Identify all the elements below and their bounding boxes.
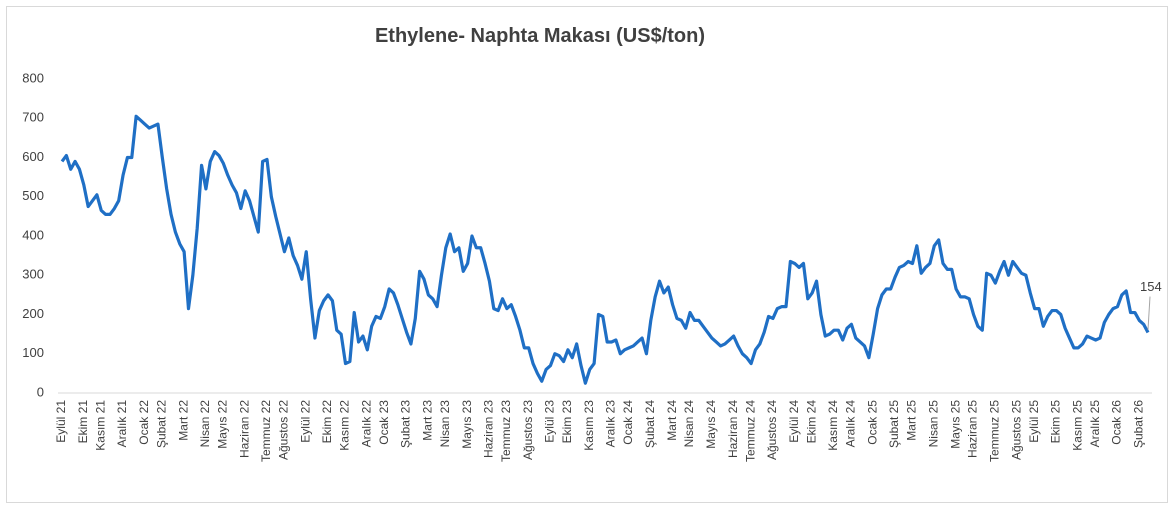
x-tick-label: Temmuz 22	[259, 400, 273, 462]
x-tick-label: Şubat 25	[887, 400, 901, 448]
x-tick-label: Kasım 21	[93, 400, 107, 451]
y-tick-label: 0	[37, 384, 44, 399]
x-tick-label: Şubat 23	[399, 400, 413, 448]
x-tick-label: Ekim 21	[76, 400, 90, 444]
x-tick-label: Ocak 23	[377, 400, 391, 445]
x-tick-label: Ekim 22	[320, 400, 334, 444]
y-tick-label: 300	[22, 267, 44, 282]
data-label: 154	[1140, 279, 1162, 294]
y-tick-label: 600	[22, 149, 44, 164]
x-tick-label: Aralık 23	[604, 400, 618, 448]
x-tick-label: Eylül 25	[1027, 400, 1041, 443]
x-tick-label: Kasım 24	[826, 400, 840, 451]
x-tick-label: Nisan 22	[198, 400, 212, 448]
x-tick-label: Mayıs 24	[704, 400, 718, 449]
x-tick-label: Ekim 23	[560, 400, 574, 444]
x-tick-label: Eylül 23	[543, 400, 557, 443]
x-tick-label: Haziran 22	[237, 400, 251, 458]
x-tick-label: Ocak 25	[865, 400, 879, 445]
x-tick-label: Temmuz 24	[743, 400, 757, 462]
x-tick-label: Ağustos 22	[277, 400, 291, 460]
x-tick-label: Kasım 23	[582, 400, 596, 451]
x-tick-label: Mart 23	[421, 400, 435, 441]
x-tick-label: Aralık 21	[115, 400, 129, 448]
x-tick-label: Ekim 25	[1049, 400, 1063, 444]
x-tick-label: Nisan 24	[682, 400, 696, 448]
x-tick-label: Eylül 24	[787, 400, 801, 443]
x-tick-label: Haziran 23	[482, 400, 496, 458]
x-tick-label: Haziran 25	[966, 400, 980, 458]
x-tick-label: Mart 24	[665, 400, 679, 441]
x-tick-label: Aralık 22	[359, 400, 373, 448]
x-tick-label: Şubat 26	[1131, 400, 1145, 448]
x-tick-label: Kasım 22	[338, 400, 352, 451]
data-line	[60, 114, 1150, 385]
x-tick-label: Eylül 22	[298, 400, 312, 443]
x-tick-label: Temmuz 23	[499, 400, 513, 462]
y-tick-label: 700	[22, 110, 44, 125]
label-leader	[1147, 296, 1151, 330]
y-tick-label: 800	[22, 70, 44, 85]
x-tick-label: Mayıs 22	[216, 400, 230, 449]
x-tick-label: Haziran 24	[726, 400, 740, 458]
chart-border	[6, 6, 1168, 503]
x-tick-label: Ocak 22	[137, 400, 151, 445]
x-tick-label: Ağustos 24	[765, 400, 779, 460]
x-tick-label: Ocak 24	[621, 400, 635, 445]
x-tick-label: Nisan 23	[438, 400, 452, 448]
x-tick-label: Mart 22	[176, 400, 190, 441]
x-tick-label: Mayıs 23	[460, 400, 474, 449]
x-tick-label: Şubat 24	[643, 400, 657, 448]
x-tick-label: Ağustos 25	[1009, 400, 1023, 460]
x-tick-label: Ekim 24	[804, 400, 818, 444]
x-tick-label: Mayıs 25	[948, 400, 962, 449]
x-tick-label: Kasım 25	[1070, 400, 1084, 451]
x-tick-label: Aralık 24	[844, 400, 858, 448]
x-tick-label: Şubat 22	[154, 400, 168, 448]
x-tick-label: Mart 25	[905, 400, 919, 441]
chart-title: Ethylene- Naphta Makası (US$/ton)	[375, 25, 705, 47]
x-tick-label: Ağustos 23	[521, 400, 535, 460]
y-tick-label: 500	[22, 188, 44, 203]
x-tick-label: Temmuz 25	[988, 400, 1002, 462]
y-tick-label: 400	[22, 227, 44, 242]
x-tick-label: Aralık 25	[1088, 400, 1102, 448]
y-tick-label: 100	[22, 345, 44, 360]
y-tick-label: 200	[22, 306, 44, 321]
x-tick-label: Eylül 21	[54, 400, 68, 443]
x-tick-label: Ocak 26	[1110, 400, 1124, 445]
x-tick-label: Nisan 25	[926, 400, 940, 448]
